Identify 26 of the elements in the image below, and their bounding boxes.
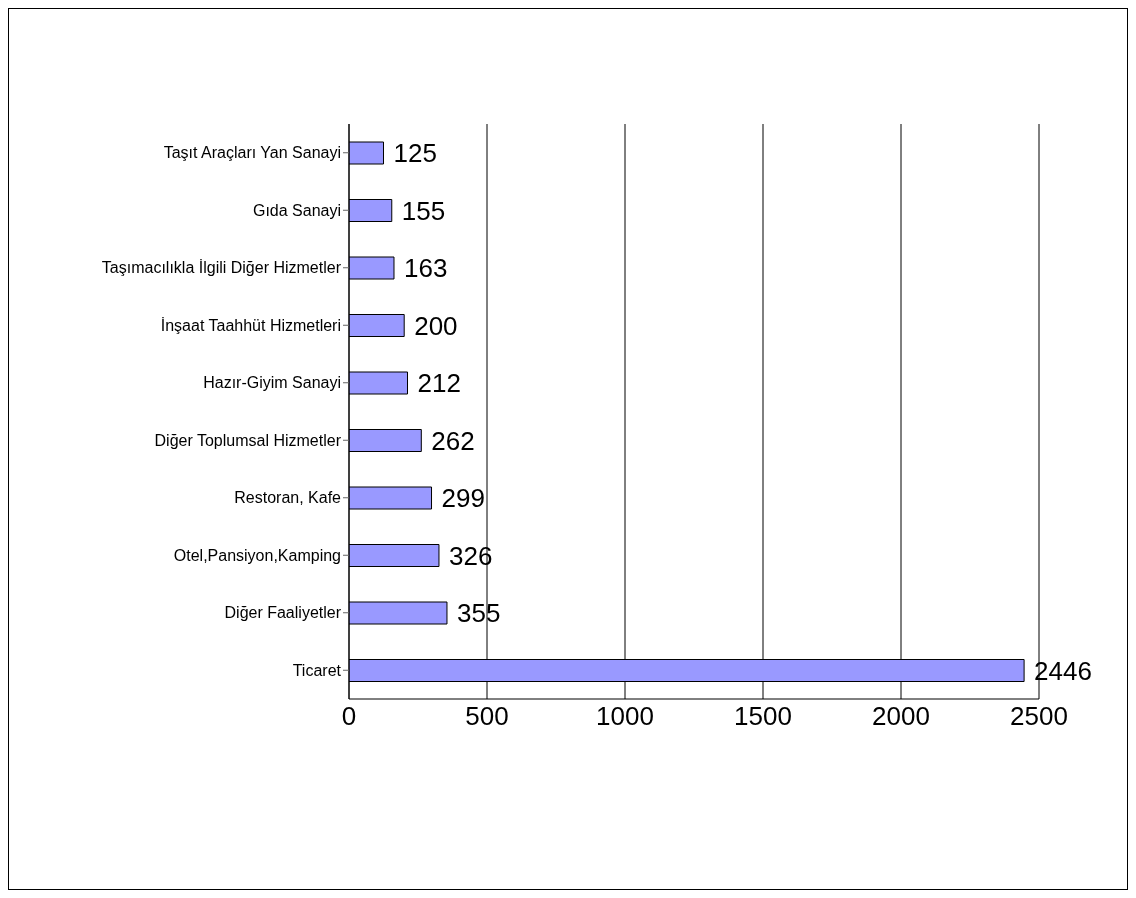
- x-tick-label: 2000: [872, 701, 930, 732]
- data-label: 299: [441, 483, 485, 514]
- data-label: 2446: [1034, 655, 1092, 686]
- x-tick-label: 2500: [1010, 701, 1068, 732]
- data-label: 355: [456, 598, 501, 629]
- data-label: 200: [414, 310, 458, 341]
- y-tick-label: Diğer Faaliyetler: [224, 604, 342, 622]
- y-tick-label: Hazır-Giyim Sanayi: [203, 374, 341, 392]
- y-tick-label: İnşaat Taahhüt Hizmetleri: [160, 315, 341, 334]
- data-label: 155: [401, 195, 446, 226]
- y-tick-label: Taşımacılıkla İlgili Diğer Hizmetler: [101, 258, 342, 277]
- data-label: 326: [448, 540, 493, 571]
- y-tick-label: Restoran, Kafe: [234, 489, 342, 507]
- y-tick-label: Diğer Toplumsal Hizmetler: [154, 431, 342, 449]
- x-tick-label: 500: [465, 701, 509, 732]
- x-tick-label: 1000: [596, 701, 654, 732]
- y-tick-label: Taşıt Araçları Yan Sanayi: [163, 144, 341, 162]
- y-tick-label: Gıda Sanayi: [252, 201, 341, 219]
- x-tick-label: 1500: [734, 701, 792, 732]
- data-label: 212: [417, 368, 461, 399]
- y-tick-label: Ticaret: [292, 661, 342, 679]
- data-label: 262: [431, 425, 475, 456]
- data-label: 163: [403, 253, 448, 284]
- y-tick-label: Otel,Pansiyon,Kamping: [173, 546, 341, 564]
- x-tick-label: 0: [341, 701, 357, 732]
- data-label: 125: [393, 138, 437, 169]
